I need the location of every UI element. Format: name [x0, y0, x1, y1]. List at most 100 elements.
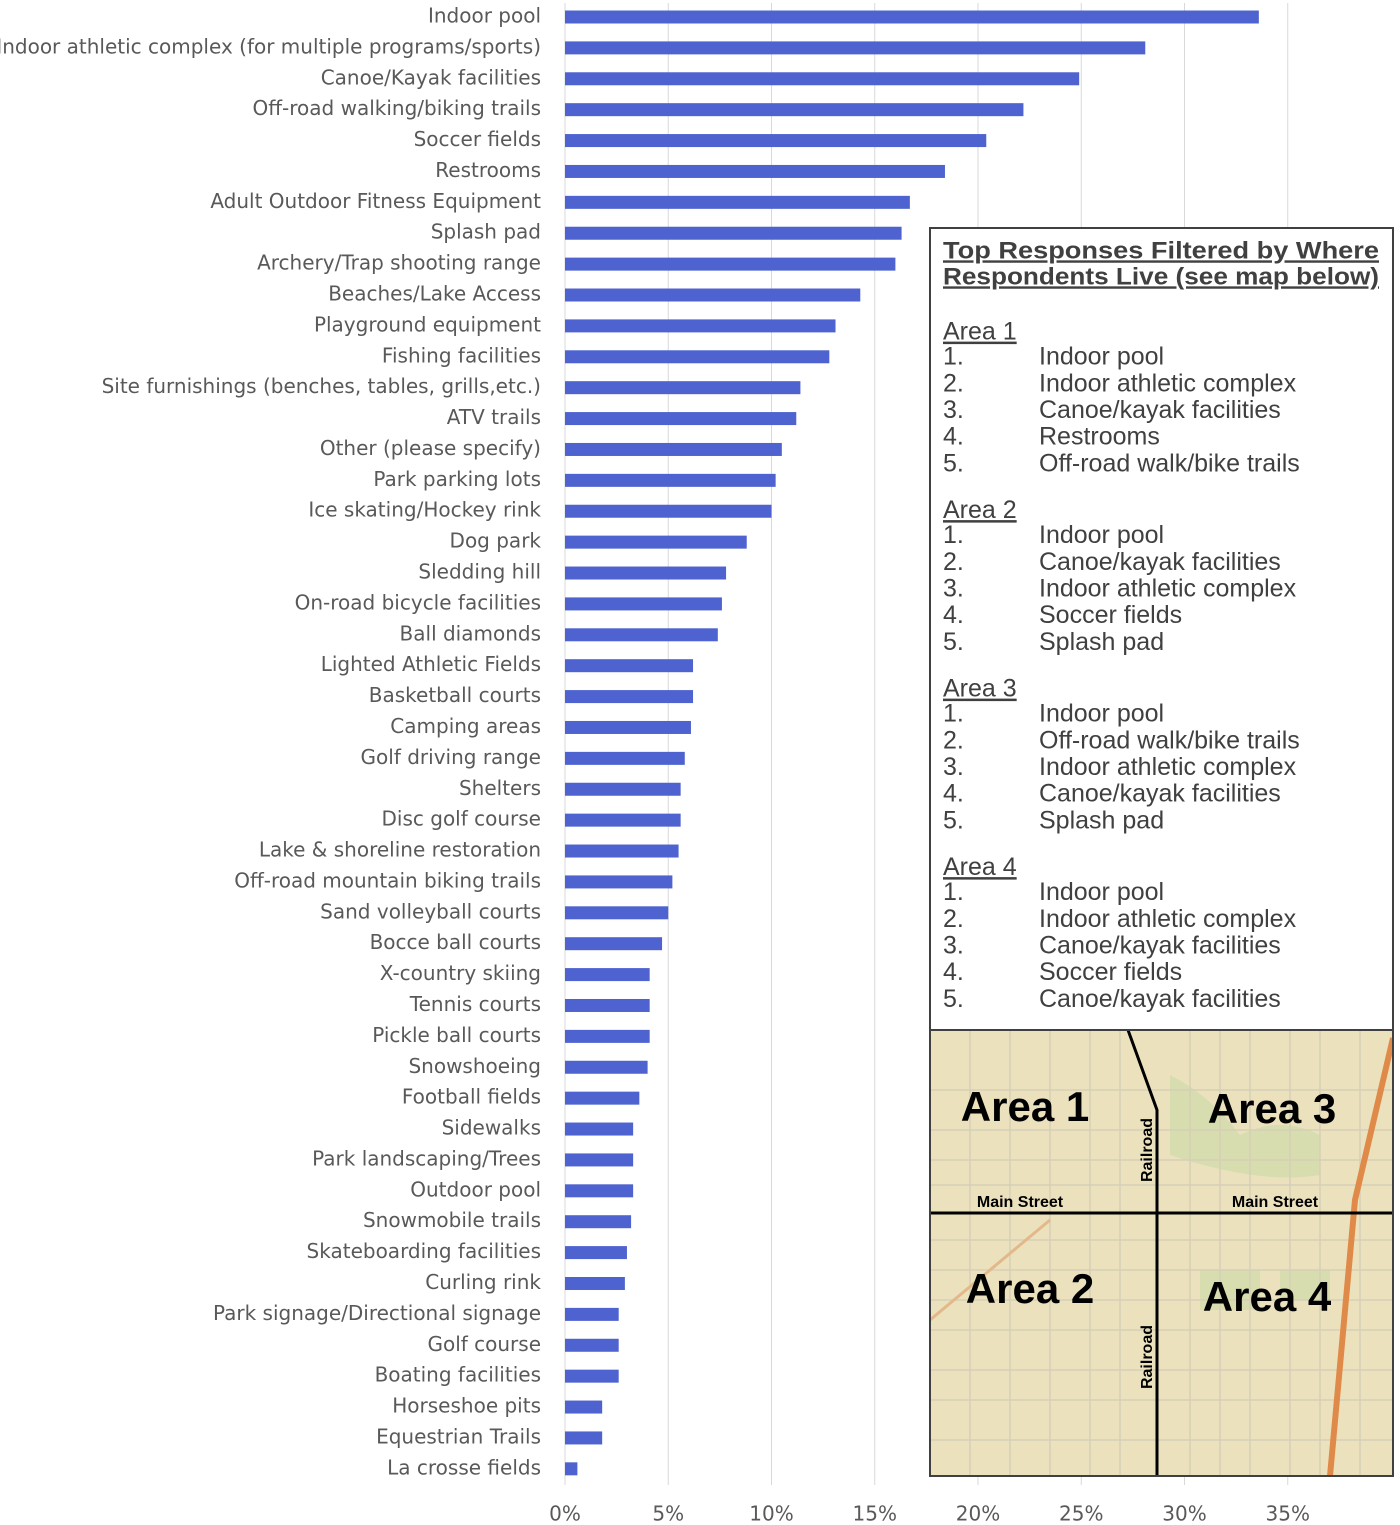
rank: 4.: [943, 958, 964, 986]
bar: [565, 288, 861, 302]
rank: 5.: [943, 806, 964, 834]
area-item: Indoor athletic complex: [1039, 753, 1297, 781]
y-tick-label: Tennis courts: [409, 992, 541, 1016]
y-tick-label: Snowmobile trails: [363, 1208, 541, 1232]
street-label: Main Street: [1232, 1194, 1319, 1211]
street-label: Main Street: [977, 1194, 1064, 1211]
y-tick-label: Golf course: [427, 1332, 541, 1356]
area-item: Soccer fields: [1039, 958, 1182, 986]
bar: [565, 1122, 634, 1136]
railroad-line: [1126, 1030, 1159, 1476]
y-tick-label: Off-road mountain biking trails: [234, 868, 541, 892]
area-item: Canoe/kayak facilities: [1039, 396, 1281, 424]
y-tick-label: Skateboarding facilities: [307, 1239, 541, 1263]
area-item: Off-road walk/bike trails: [1039, 726, 1300, 754]
area-item: Indoor athletic complex: [1039, 905, 1297, 933]
y-tick-label: Lake & shoreline restoration: [259, 838, 541, 862]
bar: [565, 1307, 619, 1321]
bar: [565, 1276, 625, 1290]
rank: 2.: [943, 369, 964, 397]
panel-title: Respondents Live (see map below): [943, 263, 1379, 290]
bar: [565, 473, 776, 487]
bar: [565, 1091, 640, 1105]
y-tick-label: Football fields: [402, 1085, 541, 1109]
panel-title: Top Responses Filtered by Where: [943, 237, 1379, 264]
y-tick-label: Fishing facilities: [382, 343, 541, 367]
y-tick-label: Indoor pool: [428, 4, 541, 28]
y-tick-label: Adult Outdoor Fitness Equipment: [210, 189, 541, 213]
bar: [565, 319, 836, 333]
map: Area 1 Area 2 Area 3 Area 4 Main Street Main …: [929, 1029, 1394, 1477]
bar: [565, 72, 1080, 86]
y-tick-label: Ball diamonds: [400, 621, 541, 645]
rank: 4.: [943, 601, 964, 629]
bar: [565, 226, 902, 240]
rank: 5.: [943, 985, 964, 1013]
y-tick-label: Site furnishings (benches, tables, grill…: [102, 374, 541, 398]
bar: [565, 1246, 627, 1260]
bar: [565, 257, 896, 271]
bar: [565, 659, 694, 673]
area-heading: Area 3: [943, 675, 1017, 703]
area-item: Indoor pool: [1039, 343, 1164, 371]
x-tick-label: 0%: [549, 1502, 581, 1525]
area-item: Indoor pool: [1039, 700, 1164, 728]
area-item: Indoor pool: [1039, 878, 1164, 906]
rank: 1.: [943, 521, 964, 549]
area-heading: Area 1: [943, 318, 1017, 346]
highway: [1327, 1037, 1393, 1476]
y-tick-label: Park parking lots: [373, 467, 541, 491]
x-tick-label: 30%: [1162, 1502, 1206, 1525]
y-tick-label: Soccer fields: [414, 127, 541, 151]
y-tick-label: La crosse fields: [387, 1455, 541, 1479]
x-tick-label: 25%: [1059, 1502, 1103, 1525]
y-tick-label: Curling rink: [425, 1270, 541, 1294]
y-tick-label: Horseshoe pits: [392, 1394, 541, 1418]
y-tick-label: Ice skating/Hockey rink: [308, 498, 541, 522]
area-item: Canoe/kayak facilities: [1039, 780, 1281, 808]
bar: [565, 720, 691, 734]
bar: [565, 134, 987, 148]
panel-box: [929, 227, 1394, 1031]
area-item: Restrooms: [1039, 423, 1160, 451]
x-tick-label: 10%: [749, 1502, 793, 1525]
rank: 3.: [943, 575, 964, 603]
y-tick-label: Bocce ball courts: [370, 930, 541, 954]
y-tick-label: Restrooms: [435, 158, 541, 182]
park: [1170, 1075, 1320, 1178]
y-tick-label: Lighted Athletic Fields: [321, 652, 541, 676]
rank: 2.: [943, 548, 964, 576]
y-tick-label: Park signage/Directional signage: [213, 1301, 541, 1325]
bar: [565, 1462, 578, 1476]
bar: [565, 690, 694, 704]
rank: 4.: [943, 780, 964, 808]
bar: [565, 782, 681, 796]
bar: [565, 195, 910, 209]
y-tick-label: Off-road walking/biking trails: [253, 96, 541, 120]
map-area-label: Area 4: [1203, 1273, 1332, 1320]
y-tick-label: Basketball courts: [369, 683, 541, 707]
railroad-label: Railroad: [1139, 1118, 1156, 1182]
y-tick-label: Park landscaping/Trees: [312, 1146, 541, 1170]
y-tick-label: Splash pad: [431, 220, 541, 244]
bar: [565, 1153, 634, 1167]
y-tick-label: Beaches/Lake Access: [328, 282, 541, 306]
bar: [565, 597, 722, 611]
area-item: Canoe/kayak facilities: [1039, 932, 1281, 960]
map-image: [930, 1030, 1393, 1476]
bar: [565, 875, 673, 889]
bar: [565, 1215, 632, 1229]
rank: 2.: [943, 726, 964, 754]
bar: [565, 10, 1259, 24]
y-tick-label: Disc golf course: [382, 807, 541, 831]
bar: [565, 998, 650, 1012]
railroad-label: Railroad: [1139, 1325, 1156, 1389]
area-item: Canoe/kayak facilities: [1039, 985, 1281, 1013]
rank: 3.: [943, 396, 964, 424]
area-heading: Area 4: [943, 853, 1017, 881]
rank: 4.: [943, 423, 964, 451]
y-tick-label: Outdoor pool: [410, 1177, 541, 1201]
y-tick-label: Playground equipment: [314, 312, 541, 336]
x-tick-label: 5%: [652, 1502, 684, 1525]
